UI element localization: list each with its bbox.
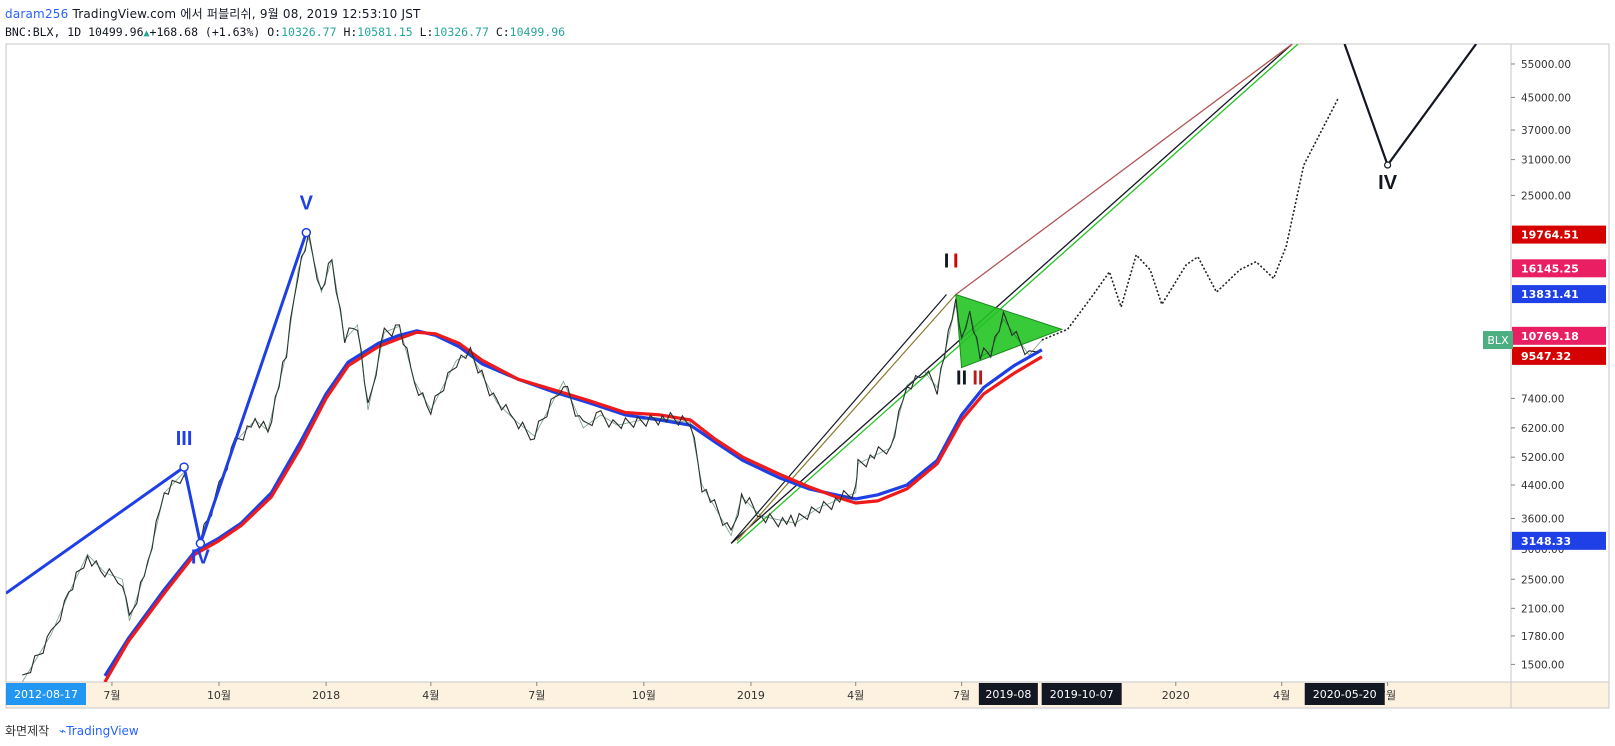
y-tick-label-2: 37000.00 xyxy=(1521,125,1571,137)
date-marker-1: 2019-08 xyxy=(985,688,1031,701)
close-value: 10499.96 xyxy=(509,25,566,39)
open-label: O: xyxy=(267,25,282,39)
price-marker-bg-5 xyxy=(1512,531,1606,550)
price-axis-corner xyxy=(1510,681,1610,709)
x-tick-label-9: 2020 xyxy=(1162,689,1190,702)
high-label: H: xyxy=(343,25,358,39)
wave-point-future[interactable] xyxy=(1384,161,1392,169)
symbol-interval: BNC:BLX, 1D xyxy=(5,25,82,39)
tradingview-brand[interactable]: TradingView xyxy=(66,724,139,738)
y-tick-label-13: 1780.00 xyxy=(1521,631,1564,643)
date-marker-2: 2019-10-07 xyxy=(1050,688,1114,701)
price-marker-4: 9547.32 xyxy=(1521,350,1571,363)
channel-line-2[interactable] xyxy=(736,44,1299,544)
chart-header-publish: daram256 TradingView.com 에서 퍼블리쉬, 9월 08,… xyxy=(5,5,421,22)
x-tick-label-6: 2019 xyxy=(737,689,765,702)
wave-point-0[interactable] xyxy=(179,462,189,472)
date-marker-bg-0 xyxy=(6,683,86,705)
y-tick-label-9: 3600.00 xyxy=(1521,513,1564,525)
channel-line-1[interactable] xyxy=(955,44,1293,295)
wave-label-6: II xyxy=(972,367,983,389)
price-marker-1: 16145.25 xyxy=(1521,262,1579,275)
x-tick-label-5: 10월 xyxy=(632,689,656,702)
x-tick-label-7: 4월 xyxy=(847,689,864,702)
wave-label-4: I xyxy=(953,251,959,273)
wave-label-2: V xyxy=(300,192,314,214)
close-label: C: xyxy=(495,25,510,39)
x-tick-label-0: 7월 xyxy=(103,689,120,702)
price-marker-3: 10769.18 xyxy=(1521,330,1579,343)
footer-made-with: 화면제작 xyxy=(5,724,50,738)
triangle-pattern[interactable] xyxy=(955,293,1064,369)
price-marker-0: 19764.51 xyxy=(1521,229,1579,242)
last-price: 10499.96 xyxy=(88,25,144,39)
plot-area[interactable] xyxy=(5,43,1512,683)
ohlc-legend: BNC:BLX, 1D 10499.96▲+168.68 (+1.63%) O:… xyxy=(5,25,565,39)
y-tick-label-5: 7400.00 xyxy=(1521,393,1564,405)
footer: 화면제작 ⌁TradingView xyxy=(5,722,139,739)
y-tick-label-11: 2500.00 xyxy=(1521,574,1564,586)
y-tick-label-7: 5200.00 xyxy=(1521,452,1564,464)
wave-point-2[interactable] xyxy=(301,227,312,238)
impulse-line-0[interactable] xyxy=(730,294,947,544)
y-tick-label-4: 25000.00 xyxy=(1521,190,1571,202)
wave-line-blue[interactable] xyxy=(6,232,308,595)
tradingview-logo-icon[interactable]: ⌁TradingView xyxy=(59,724,139,738)
wave-label-0: III xyxy=(176,428,193,450)
x-tick-label-4: 7월 xyxy=(528,689,545,702)
author-name[interactable]: daram256 xyxy=(5,7,69,21)
wave-label-5: II xyxy=(956,367,967,389)
publish-info: TradingView.com 에서 퍼블리쉬, 9월 08, 2019 12:… xyxy=(72,7,421,21)
x-tick-label-8: 7월 xyxy=(953,689,970,702)
wave-label-7: IV xyxy=(1378,172,1398,194)
date-marker-bg-3 xyxy=(1304,683,1385,705)
x-tick-label-1: 10월 xyxy=(207,689,231,702)
date-marker-3: 2020-05-20 xyxy=(1313,688,1377,701)
wave-label-3: I xyxy=(944,251,950,273)
x-tick-label-3: 4월 xyxy=(422,689,439,702)
date-marker-0: 2012-08-17 xyxy=(14,688,78,701)
high-value: 10581.15 xyxy=(357,25,413,39)
up-arrow-icon: ▲ xyxy=(143,28,150,39)
price-marker-5: 3148.33 xyxy=(1521,535,1571,548)
y-tick-label-6: 6200.00 xyxy=(1521,423,1564,435)
moving-average-1[interactable] xyxy=(103,330,1043,682)
price-marker-bg-1 xyxy=(1512,259,1606,278)
price-marker-bg-0 xyxy=(1512,225,1606,244)
moving-average-0[interactable] xyxy=(103,329,1043,677)
y-tick-label-0: 55000.00 xyxy=(1521,59,1571,71)
x-tick-label-2: 2018 xyxy=(312,689,340,702)
y-tick-label-12: 2100.00 xyxy=(1521,603,1564,615)
y-tick-label-3: 31000.00 xyxy=(1521,155,1571,167)
low-value: 10326.77 xyxy=(433,25,489,39)
y-tick-label-8: 4400.00 xyxy=(1521,480,1564,492)
y-tick-label-14: 1500.00 xyxy=(1521,659,1564,671)
wave-point-1[interactable] xyxy=(195,538,206,549)
y-tick-label-1: 45000.00 xyxy=(1521,92,1571,104)
wave-label-1: IV xyxy=(191,546,211,568)
symbol-tag: BLX xyxy=(1487,334,1509,347)
channel-line-0[interactable] xyxy=(730,44,1293,544)
price-marker-bg-3 xyxy=(1512,326,1606,345)
low-label: L: xyxy=(419,25,434,39)
symbol-tag-bg xyxy=(1483,331,1513,350)
price-marker-bg-2 xyxy=(1512,285,1606,304)
date-marker-bg-1 xyxy=(978,683,1038,705)
open-value: 10326.77 xyxy=(281,25,337,39)
impulse-line-1[interactable] xyxy=(736,294,957,542)
time-axis[interactable] xyxy=(5,681,1512,709)
date-marker-bg-2 xyxy=(1041,683,1122,705)
x-tick-label-10: 4월 xyxy=(1273,689,1290,702)
price-projection[interactable] xyxy=(1041,97,1340,341)
price-marker-2: 13831.41 xyxy=(1521,288,1579,301)
price-marker-bg-4 xyxy=(1512,346,1606,365)
price-change: +168.68 (+1.63%) xyxy=(149,25,261,39)
